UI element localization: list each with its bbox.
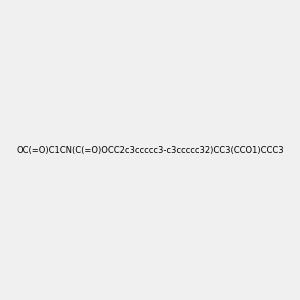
Text: OC(=O)C1CN(C(=O)OCC2c3ccccc3-c3ccccc32)CC3(CCO1)CCC3: OC(=O)C1CN(C(=O)OCC2c3ccccc3-c3ccccc32)C…: [16, 146, 284, 154]
